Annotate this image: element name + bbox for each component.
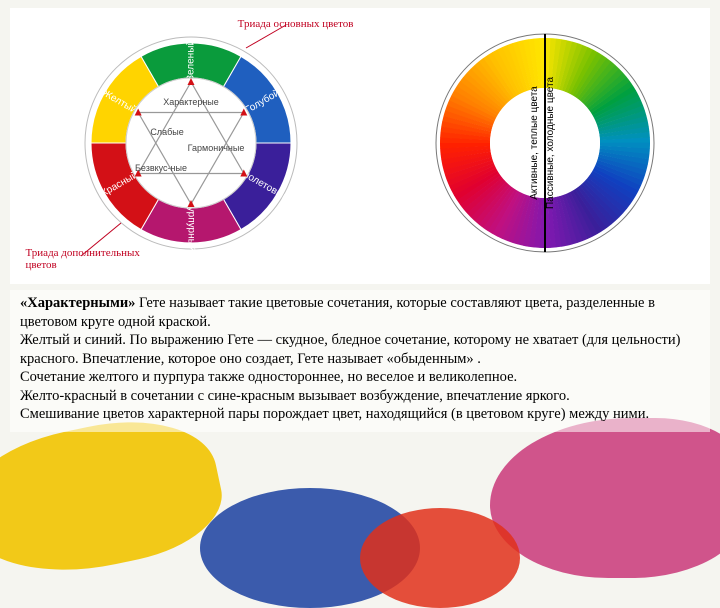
svg-text:Активные, теплые цвета: Активные, теплые цвета — [529, 86, 540, 200]
right-wheel-svg: Активные, теплые цвета Пассивные, холодны… — [420, 18, 670, 268]
svg-text:Гармоничные: Гармоничные — [187, 143, 244, 153]
term-characteristic: «Характерными» — [20, 295, 135, 311]
svg-text:Зеленый: Зеленый — [185, 40, 196, 81]
goethe-color-wheel: Триада основных цветов Триада дополнител… — [26, 18, 356, 278]
svg-text:Слабые: Слабые — [150, 127, 183, 137]
label-triad-primary: Триада основных цветов — [238, 18, 354, 31]
svg-text:Пассивные, холодные цвета: Пассивные, холодные цвета — [545, 77, 556, 210]
svg-text:Безвкус-ные: Безвкус-ные — [134, 163, 186, 173]
svg-text:Характерные: Характерные — [163, 97, 219, 107]
description-text: «Характерными» Гете называет такие цвето… — [10, 290, 710, 432]
label-triad-complementary: Триада дополнительных цветов — [26, 247, 146, 272]
figures-panel: Триада основных цветов Триада дополнител… — [10, 8, 710, 284]
warm-cool-color-wheel: Активные, теплые цвета Пассивные, холодны… — [395, 18, 695, 278]
left-wheel-svg: ЗеленыйГолубойФиолетовыйПурпурныйКрасный… — [66, 18, 316, 268]
